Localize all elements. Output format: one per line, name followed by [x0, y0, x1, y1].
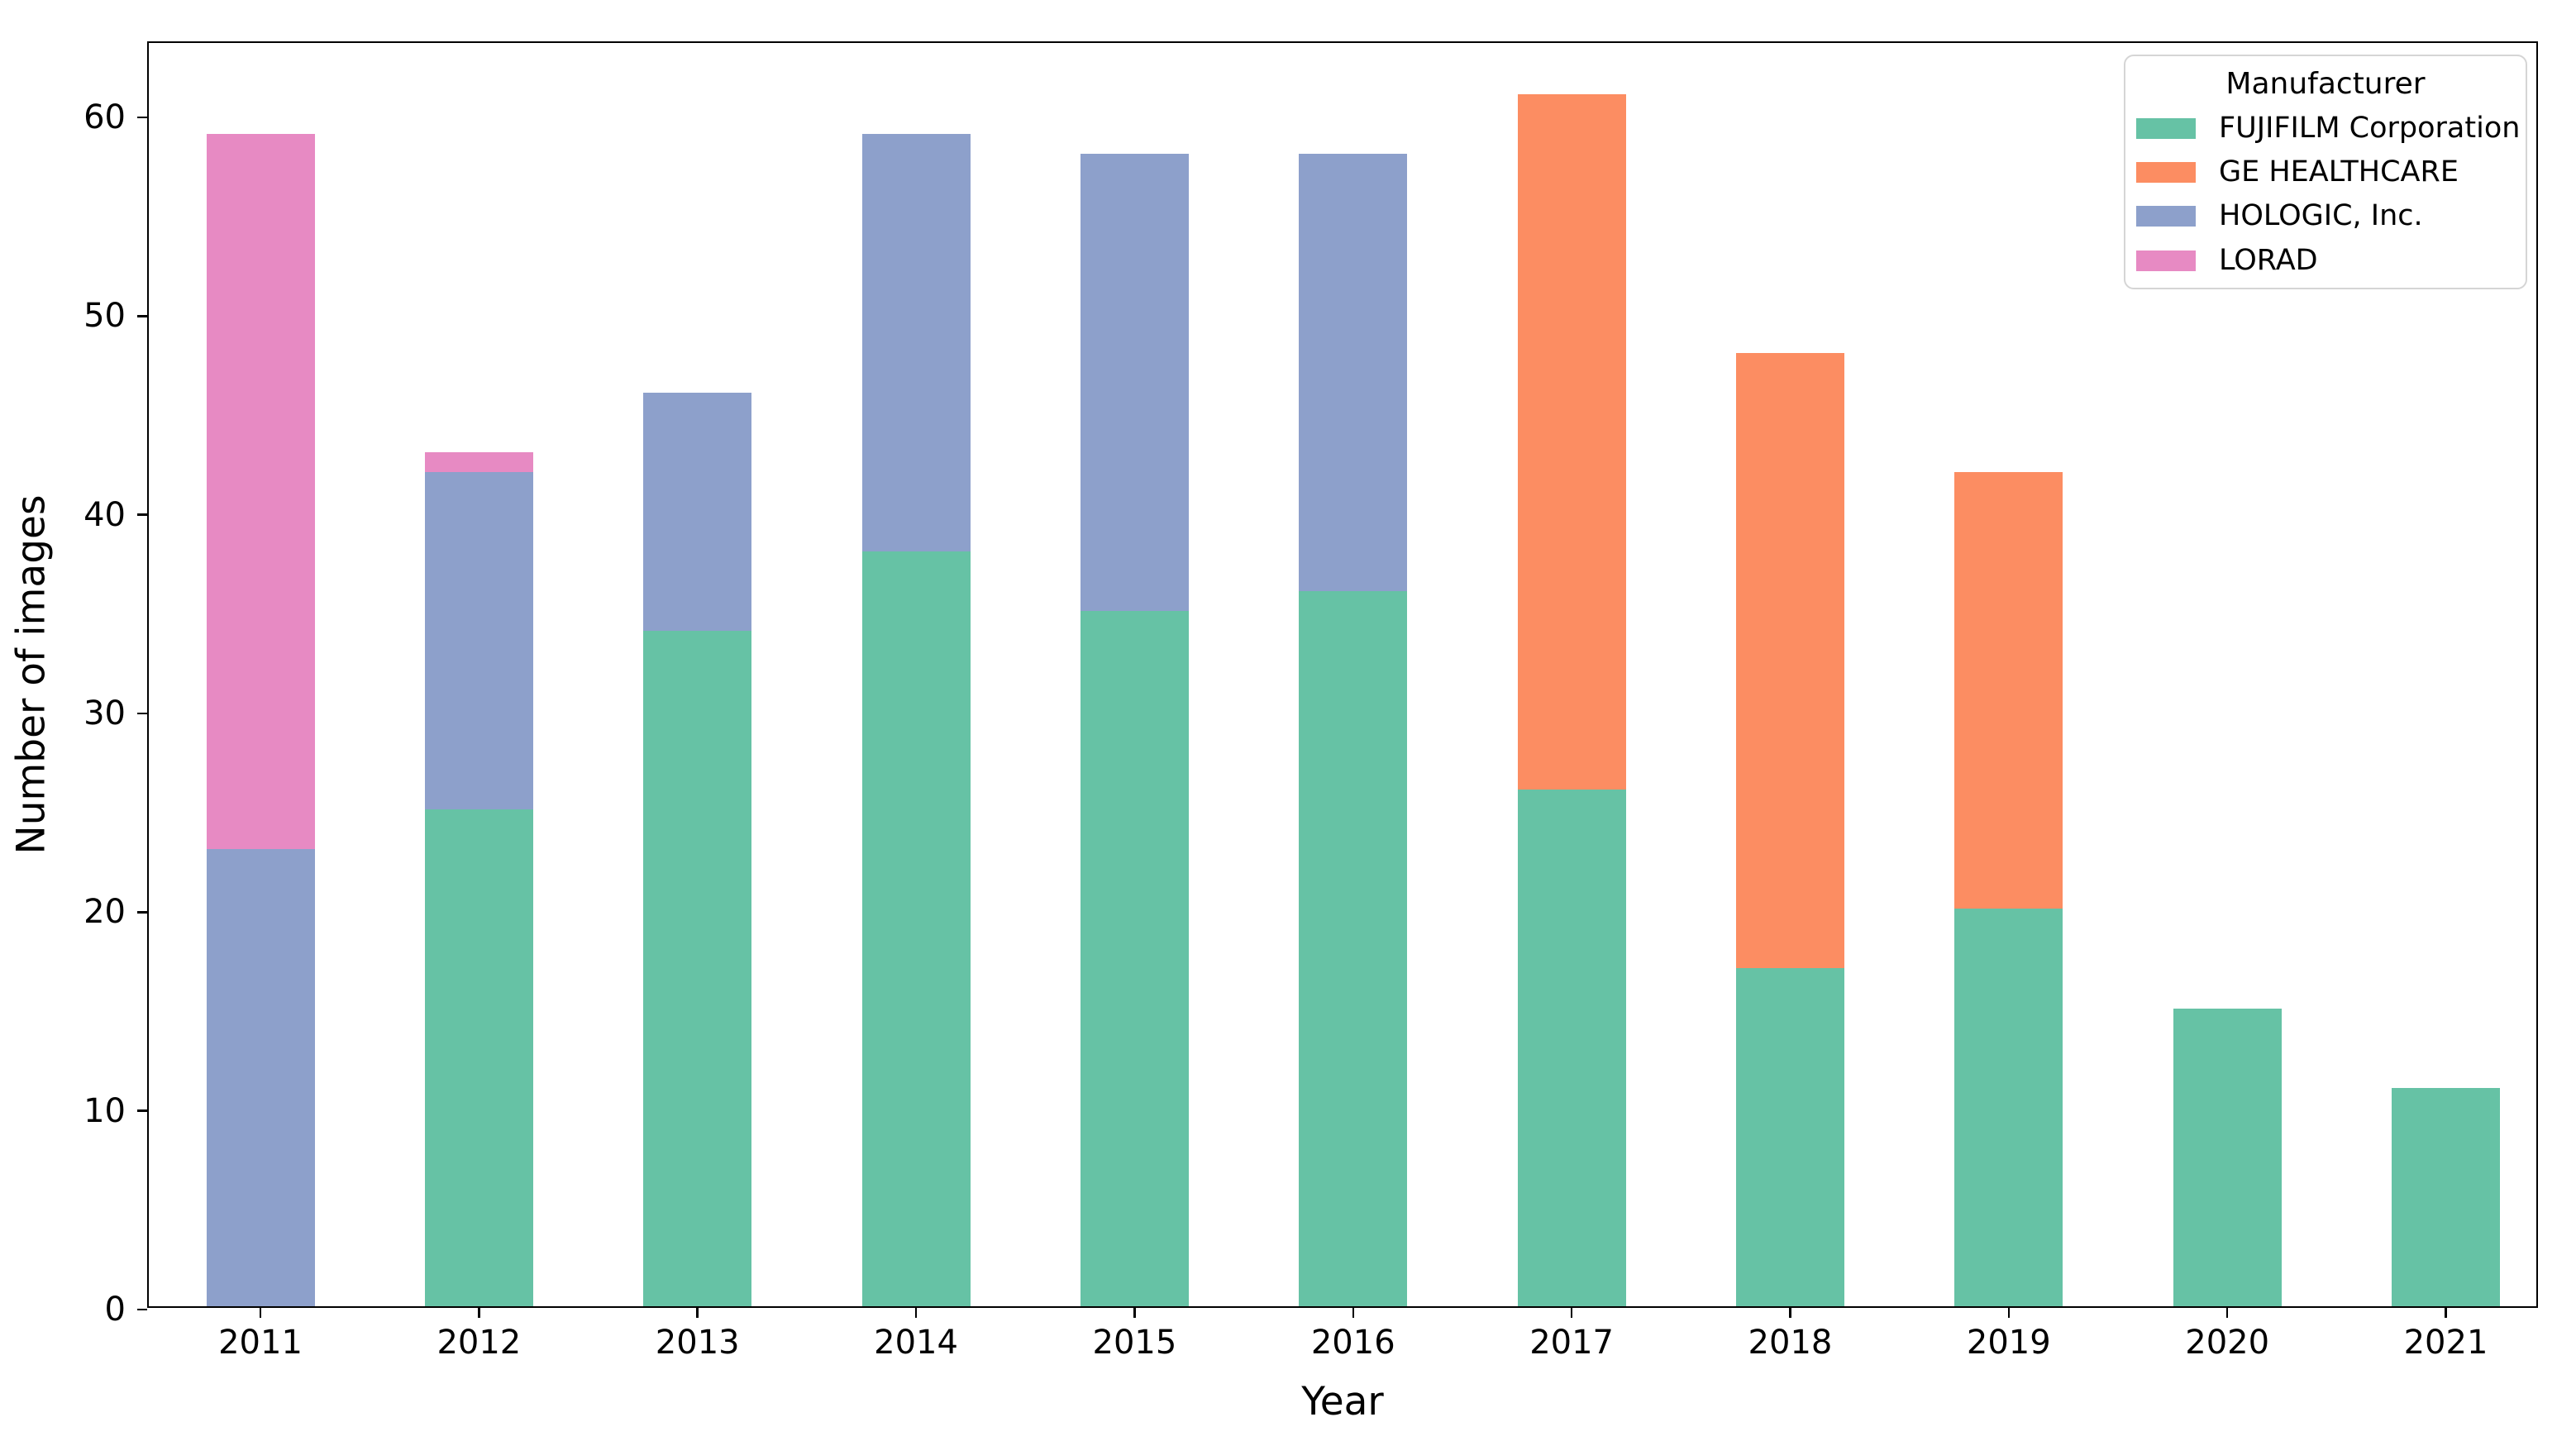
- x-tick-mark: [478, 1308, 480, 1318]
- bar-segment-2016-fujifilm-corporation: [1299, 590, 1408, 1306]
- x-tick-mark: [2007, 1308, 2011, 1318]
- y-tick-mark: [137, 1109, 147, 1112]
- bar-segment-2018-fujifilm-corporation: [1735, 968, 1844, 1306]
- bar-segment-2011-lorad: [206, 134, 315, 850]
- x-tick-mark: [259, 1308, 262, 1318]
- bar-segment-2013-hologic-inc: [643, 392, 752, 631]
- x-tick-label: 2018: [1748, 1324, 1833, 1362]
- bar-segment-2019-fujifilm-corporation: [1954, 909, 2063, 1306]
- y-tick-mark: [137, 911, 147, 914]
- x-tick-label: 2012: [436, 1324, 522, 1362]
- bar-segment-2015-fujifilm-corporation: [1080, 610, 1189, 1306]
- legend-swatch-fujifilm-corporation: [2136, 117, 2196, 139]
- legend-label: HOLOGIC, Inc.: [2219, 199, 2423, 233]
- bar-segment-2017-fujifilm-corporation: [1517, 790, 1626, 1306]
- x-tick-label: 2017: [1529, 1324, 1614, 1362]
- y-tick-mark: [137, 315, 147, 317]
- y-tick-label: 50: [83, 297, 126, 336]
- x-tick-mark: [1570, 1308, 1573, 1318]
- bar-segment-2013-fujifilm-corporation: [643, 630, 752, 1306]
- bar-segment-2012-lorad: [424, 451, 533, 472]
- x-tick-mark: [696, 1308, 699, 1318]
- x-tick-label: 2021: [2403, 1324, 2488, 1362]
- bar-segment-2014-fujifilm-corporation: [861, 551, 971, 1306]
- bar-segment-2012-fujifilm-corporation: [424, 809, 533, 1306]
- y-tick-mark: [137, 513, 147, 516]
- bar-segment-2011-hologic-inc: [206, 849, 315, 1306]
- legend-entry: GE HEALTHCARE: [2136, 155, 2459, 188]
- legend-label: LORAD: [2219, 243, 2318, 277]
- legend-title: Manufacturer: [2225, 67, 2426, 101]
- x-tick-mark: [1789, 1308, 1791, 1318]
- x-tick-label: 2020: [2185, 1324, 2270, 1362]
- x-tick-mark: [2225, 1308, 2229, 1318]
- bar-segment-2017-ge-healthcare: [1517, 94, 1626, 790]
- x-tick-label: 2016: [1310, 1324, 1395, 1362]
- y-tick-label: 20: [83, 893, 126, 932]
- x-tick-mark: [914, 1308, 918, 1318]
- legend-entry: HOLOGIC, Inc.: [2136, 200, 2423, 233]
- bar-segment-2020-fujifilm-corporation: [2173, 1008, 2282, 1306]
- bar-segment-2012-hologic-inc: [424, 471, 533, 810]
- y-tick-label: 10: [83, 1091, 126, 1130]
- bar-segment-2019-ge-healthcare: [1954, 471, 2063, 909]
- bar-segment-2014-hologic-inc: [861, 134, 971, 551]
- bar-segment-2015-hologic-inc: [1080, 154, 1189, 611]
- legend-swatch-lorad: [2136, 250, 2196, 271]
- y-axis-label: Number of images: [8, 494, 55, 855]
- x-tick-mark: [1133, 1308, 1136, 1318]
- y-tick-mark: [137, 712, 147, 715]
- x-tick-label: 2014: [874, 1324, 958, 1362]
- bar-segment-2021-fujifilm-corporation: [2392, 1087, 2500, 1306]
- legend-swatch-hologic-inc: [2136, 206, 2196, 227]
- x-axis-label: Year: [1301, 1379, 1384, 1424]
- legend-swatch-ge-healthcare: [2136, 161, 2196, 183]
- legend-entry: LORAD: [2136, 244, 2318, 277]
- x-tick-mark: [1352, 1308, 1354, 1318]
- x-tick-label: 2019: [1966, 1324, 2051, 1362]
- legend-label: FUJIFILM Corporation: [2219, 111, 2521, 145]
- bar-segment-2016-hologic-inc: [1299, 154, 1408, 591]
- y-tick-label: 0: [104, 1291, 126, 1329]
- x-tick-label: 2013: [655, 1324, 740, 1362]
- bar-segment-2018-ge-healthcare: [1735, 352, 1844, 969]
- y-tick-label: 40: [83, 495, 126, 534]
- legend-label: GE HEALTHCARE: [2219, 155, 2459, 188]
- legend: Manufacturer FUJIFILM Corporation GE HEAL…: [2124, 55, 2527, 289]
- x-tick-label: 2015: [1092, 1324, 1177, 1362]
- y-tick-mark: [137, 1308, 147, 1311]
- x-tick-mark: [2445, 1308, 2447, 1318]
- x-tick-label: 2011: [218, 1324, 303, 1362]
- legend-entry: FUJIFILM Corporation: [2136, 112, 2520, 145]
- y-tick-mark: [137, 116, 147, 119]
- y-tick-label: 60: [83, 98, 126, 137]
- y-tick-label: 30: [83, 694, 126, 733]
